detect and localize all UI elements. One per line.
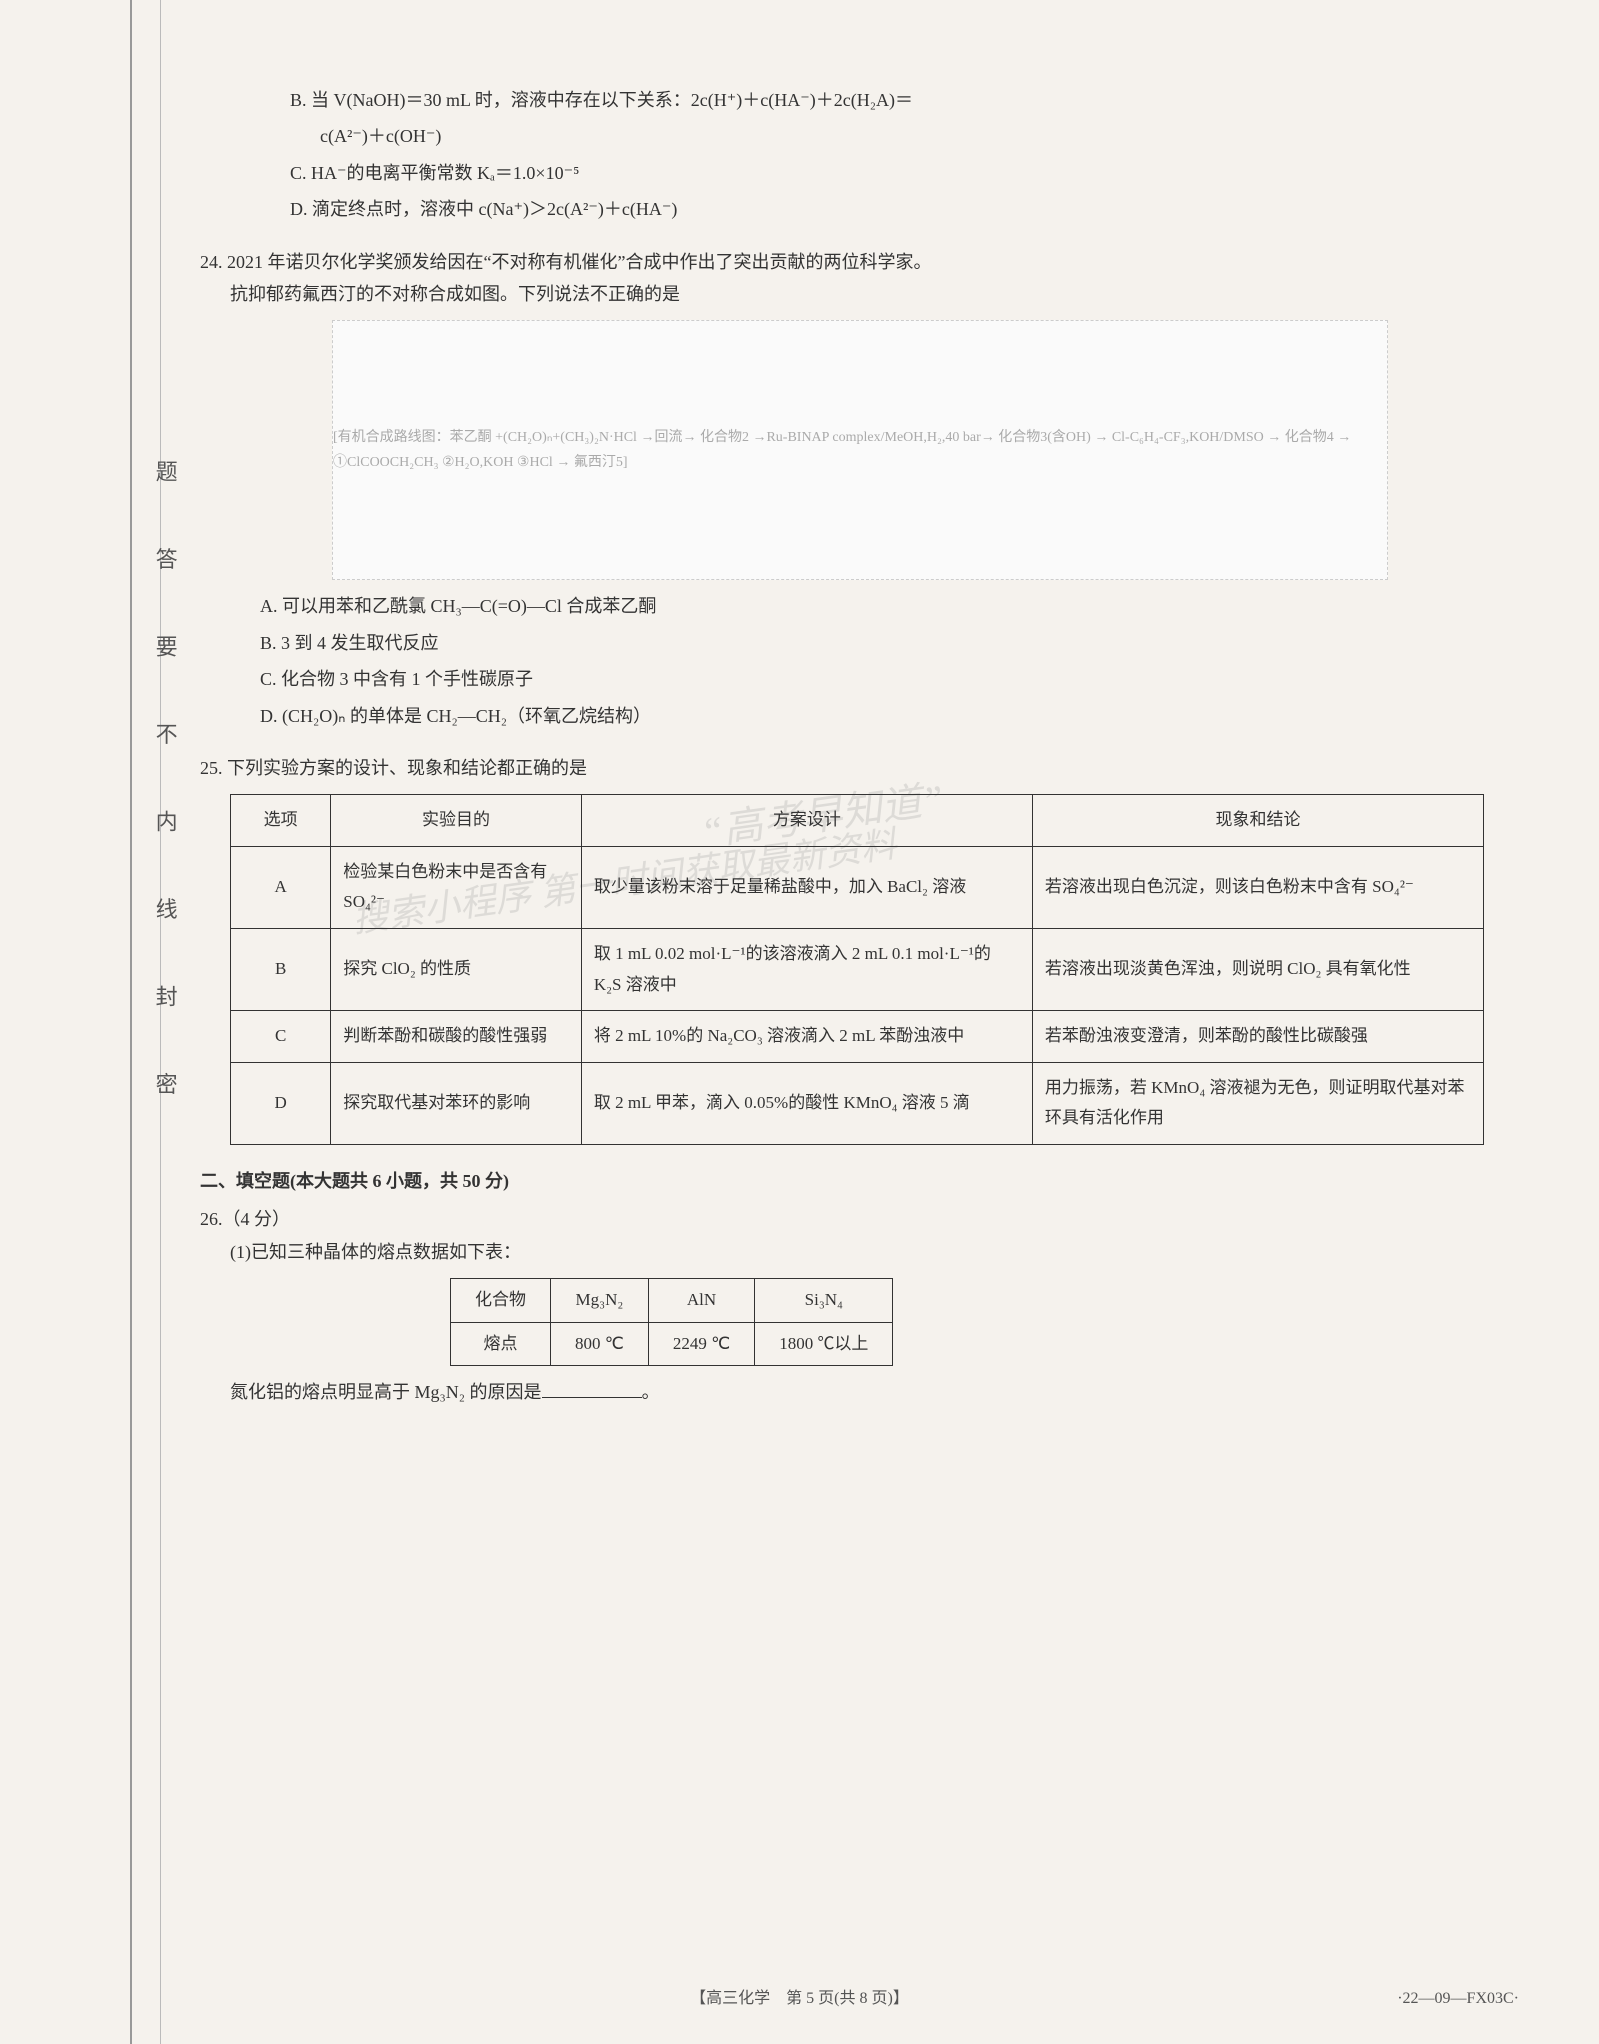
question-23-continued: B. 当 V(NaOH)＝30 mL 时，溶液中存在以下关系：2c(H⁺)＋c(… bbox=[200, 84, 1520, 226]
page-content: B. 当 V(NaOH)＝30 mL 时，溶液中存在以下关系：2c(H⁺)＋c(… bbox=[140, 0, 1580, 2044]
mt-r1: 800 ℃ bbox=[551, 1322, 649, 1366]
q23-option-b-cont: c(A²⁻)＋c(OH⁻) bbox=[260, 120, 1520, 152]
q25-table: 选项 实验目的 方案设计 现象和结论 A 检验某白色粉末中是否含有 SO₄²⁻ … bbox=[230, 794, 1484, 1145]
question-24: 24. 2021 年诺贝尔化学奖颁发给因在“不对称有机催化”合成中作出了突出贡献… bbox=[200, 246, 1520, 732]
q24-stem-1: 24. 2021 年诺贝尔化学奖颁发给因在“不对称有机催化”合成中作出了突出贡献… bbox=[200, 246, 1520, 278]
table-row: A 检验某白色粉末中是否含有 SO₄²⁻ 取少量该粉末溶于足量稀盐酸中，加入 B… bbox=[231, 846, 1484, 928]
q24-option-a: A. 可以用苯和乙酰氯 CH₃—C(=O)—Cl 合成苯乙酮 bbox=[230, 590, 1520, 622]
q25-c-purpose: 判断苯酚和碳酸的酸性强弱 bbox=[331, 1011, 582, 1063]
q26-melting-table: 化合物 Mg₃N₂ AlN Si₃N₄ 熔点 800 ℃ 2249 ℃ 1800… bbox=[450, 1278, 893, 1366]
q24-option-d: D. (CH₂O)ₙ 的单体是 CH₂—CH₂（环氧乙烷结构） bbox=[230, 700, 1520, 732]
mt-h2: AlN bbox=[648, 1279, 754, 1323]
table-row: 化合物 Mg₃N₂ AlN Si₃N₄ bbox=[451, 1279, 893, 1323]
q25-c-opt: C bbox=[231, 1011, 331, 1063]
question-25: 25. 下列实验方案的设计、现象和结论都正确的是 选项 实验目的 方案设计 现象… bbox=[200, 752, 1520, 1145]
q26-p2-post: 。 bbox=[642, 1382, 660, 1402]
q26-p1: (1)已知三种晶体的熔点数据如下表： bbox=[200, 1236, 1520, 1268]
q25-stem: 25. 下列实验方案的设计、现象和结论都正确的是 bbox=[200, 752, 1520, 784]
mt-h1: Mg₃N₂ bbox=[551, 1279, 649, 1323]
q25-a-opt: A bbox=[231, 846, 331, 928]
q23-option-c: C. HA⁻的电离平衡常数 Kₐ＝1.0×10⁻⁵ bbox=[260, 157, 1520, 189]
q24-stem-2: 抗抑郁药氟西汀的不对称合成如图。下列说法不正确的是 bbox=[200, 278, 1520, 310]
page-footer-center: 【高三化学 第 5 页(共 8 页)】 bbox=[0, 1985, 1599, 2014]
q26-number: 26.（4 分） bbox=[200, 1203, 1520, 1235]
answer-blank[interactable] bbox=[542, 1397, 642, 1398]
mt-r0: 熔点 bbox=[451, 1322, 551, 1366]
mt-r3: 1800 ℃以上 bbox=[755, 1322, 893, 1366]
page-footer-right: ·22—09—FX03C· bbox=[1397, 1985, 1519, 2014]
q24-option-b: B. 3 到 4 发生取代反应 bbox=[230, 627, 1520, 659]
q25-b-purpose: 探究 ClO₂ 的性质 bbox=[331, 929, 582, 1011]
q23-option-d: D. 滴定终点时，溶液中 c(Na⁺)＞2c(A²⁻)＋c(HA⁻) bbox=[260, 193, 1520, 225]
q25-a-purpose: 检验某白色粉末中是否含有 SO₄²⁻ bbox=[331, 846, 582, 928]
q25-a-plan: 取少量该粉末溶于足量稀盐酸中，加入 BaCl₂ 溶液 bbox=[581, 846, 1032, 928]
mt-h3: Si₃N₄ bbox=[755, 1279, 893, 1323]
q25-c-plan: 将 2 mL 10%的 Na₂CO₃ 溶液滴入 2 mL 苯酚浊液中 bbox=[581, 1011, 1032, 1063]
q25-th-3: 现象和结论 bbox=[1032, 795, 1483, 847]
q25-b-opt: B bbox=[231, 929, 331, 1011]
q26-p2-pre: 氮化铝的熔点明显高于 Mg₃N₂ 的原因是 bbox=[230, 1382, 542, 1402]
mt-h0: 化合物 bbox=[451, 1279, 551, 1323]
table-row: 熔点 800 ℃ 2249 ℃ 1800 ℃以上 bbox=[451, 1322, 893, 1366]
table-row: B 探究 ClO₂ 的性质 取 1 mL 0.02 mol·L⁻¹的该溶液滴入 … bbox=[231, 929, 1484, 1011]
q25-th-2: 方案设计 bbox=[581, 795, 1032, 847]
question-26: 26.（4 分） (1)已知三种晶体的熔点数据如下表： 化合物 Mg₃N₂ Al… bbox=[200, 1203, 1520, 1408]
q25-th-0: 选项 bbox=[231, 795, 331, 847]
margin-line-outer bbox=[130, 0, 132, 2044]
q25-d-result: 用力振荡，若 KMnO₄ 溶液褪为无色，则证明取代基对苯环具有活化作用 bbox=[1032, 1062, 1483, 1144]
q25-c-result: 若苯酚浊液变澄清，则苯酚的酸性比碳酸强 bbox=[1032, 1011, 1483, 1063]
table-row: C 判断苯酚和碳酸的酸性强弱 将 2 mL 10%的 Na₂CO₃ 溶液滴入 2… bbox=[231, 1011, 1484, 1063]
q26-p2: 氮化铝的熔点明显高于 Mg₃N₂ 的原因是 。 bbox=[200, 1376, 1520, 1408]
q24-options: A. 可以用苯和乙酰氯 CH₃—C(=O)—Cl 合成苯乙酮 B. 3 到 4 … bbox=[200, 590, 1520, 732]
q25-a-result: 若溶液出现白色沉淀，则该白色粉末中含有 SO₄²⁻ bbox=[1032, 846, 1483, 928]
q24-synthesis-diagram: [有机合成路线图：苯乙酮 +(CH₂O)ₙ+(CH₃)₂N·HCl →回流→ 化… bbox=[332, 320, 1388, 580]
q25-b-plan: 取 1 mL 0.02 mol·L⁻¹的该溶液滴入 2 mL 0.1 mol·L… bbox=[581, 929, 1032, 1011]
q25-d-plan: 取 2 mL 甲苯，滴入 0.05%的酸性 KMnO₄ 溶液 5 滴 bbox=[581, 1062, 1032, 1144]
q24-option-c: C. 化合物 3 中含有 1 个手性碳原子 bbox=[230, 663, 1520, 695]
table-row: D 探究取代基对苯环的影响 取 2 mL 甲苯，滴入 0.05%的酸性 KMnO… bbox=[231, 1062, 1484, 1144]
mt-r2: 2249 ℃ bbox=[648, 1322, 754, 1366]
q25-b-result: 若溶液出现淡黄色浑浊，则说明 ClO₂ 具有氧化性 bbox=[1032, 929, 1483, 1011]
q25-d-purpose: 探究取代基对苯环的影响 bbox=[331, 1062, 582, 1144]
q25-th-1: 实验目的 bbox=[331, 795, 582, 847]
section-2-heading: 二、填空题(本大题共 6 小题，共 50 分) bbox=[200, 1165, 1520, 1197]
q25-d-opt: D bbox=[231, 1062, 331, 1144]
q23-option-b: B. 当 V(NaOH)＝30 mL 时，溶液中存在以下关系：2c(H⁺)＋c(… bbox=[260, 84, 1520, 116]
q25-table-header-row: 选项 实验目的 方案设计 现象和结论 bbox=[231, 795, 1484, 847]
